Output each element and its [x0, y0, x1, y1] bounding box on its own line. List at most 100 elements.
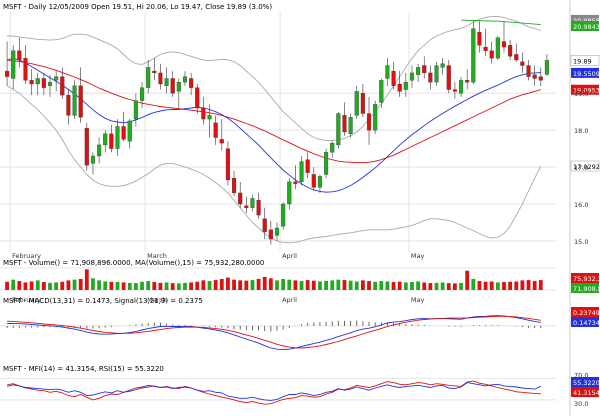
- mfi-rsi-series-line-0: [7, 380, 541, 405]
- volume-bar-25: [158, 282, 163, 290]
- price-tick-label-2: 17.0: [574, 164, 588, 172]
- candle-body-36: [225, 148, 230, 181]
- candle-body-56: [348, 117, 353, 134]
- price-badge-1-label: 20.9843: [573, 23, 600, 31]
- volume-bar-14: [91, 278, 95, 290]
- short-moving-average-line: [6, 57, 541, 193]
- mfi-rsi-lines: [6, 380, 541, 405]
- month-label-3: May: [411, 252, 425, 260]
- candle-body-74: [458, 80, 464, 94]
- candle-body-20: [127, 120, 132, 142]
- candle-body-54: [336, 113, 341, 146]
- volume-bar-64: [397, 281, 402, 290]
- month-label-6: April: [282, 296, 297, 304]
- volume-bar-69: [428, 283, 433, 290]
- macd-panel-title: MSFT - MACD(13,31) = 0.1473, Signal(13,2…: [3, 297, 203, 305]
- volume-bar-26: [164, 282, 169, 290]
- volume-bar-74: [459, 282, 463, 290]
- top-moving-average-line: [460, 19, 541, 26]
- volume-bar-58: [360, 280, 365, 290]
- candlesticks: [5, 21, 549, 245]
- volume-bar-31: [195, 281, 200, 290]
- volume-bar-75: [465, 270, 470, 290]
- volume-bar-47: [293, 280, 298, 290]
- candle-body-75: [465, 80, 470, 83]
- volume-bar-44: [275, 280, 279, 290]
- price-tick-label-1: 16.0: [574, 201, 588, 209]
- volume-bar-82: [508, 281, 513, 290]
- mfi-rsi-tick-label-0: 70.0: [574, 371, 588, 379]
- candle-body-42: [262, 218, 267, 232]
- candle-body-24: [152, 70, 157, 74]
- volume-bar-61: [379, 281, 384, 290]
- volume-bar-50: [311, 280, 316, 290]
- volume-bar-85: [526, 280, 531, 290]
- candle-body-62: [385, 65, 390, 79]
- candle-body-82: [508, 45, 513, 57]
- candle-body-21: [133, 100, 138, 120]
- volume-bar-52: [324, 280, 328, 290]
- macd-lines: [7, 315, 541, 351]
- candle-body-53: [330, 142, 335, 153]
- candle-body-32: [201, 107, 206, 120]
- volume-bar-28: [176, 283, 181, 290]
- candle-body-83: [514, 54, 519, 61]
- volume-panel: 75,932,280 71,908,896 MSFT - Volume() = 7…: [0, 259, 600, 293]
- candle-body-27: [170, 78, 175, 94]
- candle-body-55: [342, 115, 347, 133]
- mfi-rsi-badge-1-box: [571, 387, 599, 397]
- price-badge-2-box: [570, 55, 600, 66]
- volume-bar-65: [403, 282, 408, 290]
- volume-bar-19: [121, 282, 126, 290]
- candle-body-65: [403, 82, 408, 90]
- mfi-rsi-badge-0-label: 55.3220: [573, 379, 600, 387]
- mfi-rsi-value-badges: 55.3220 41.3154: [571, 377, 600, 397]
- volume-bar-71: [440, 282, 445, 290]
- volume-bar-3: [23, 282, 28, 290]
- candle-body-50: [311, 174, 316, 188]
- volume-bar-41: [256, 279, 261, 290]
- candle-body-31: [195, 87, 200, 109]
- candle-body-12: [78, 85, 83, 118]
- volume-bar-5: [35, 280, 40, 290]
- price-badge-1-box: [571, 21, 599, 32]
- volume-value-badges: 75,932,280 71,908,896: [571, 273, 600, 293]
- candle-body-29: [182, 76, 188, 83]
- macd-badge-0-box: [571, 307, 599, 317]
- macd-badge-1-box: [571, 317, 599, 327]
- volume-bar-9: [60, 281, 65, 290]
- volume-bar-6: [41, 282, 46, 290]
- volume-bar-35: [219, 279, 224, 290]
- mfi-rsi-series-line-1: [6, 382, 541, 401]
- month-label-7: May: [411, 296, 425, 304]
- bollinger-upper-line: [7, 15, 541, 141]
- volume-bar-39: [244, 280, 249, 290]
- month-label-5: March: [147, 296, 167, 304]
- month-label-2: April: [282, 252, 297, 260]
- month-label-1: March: [147, 252, 167, 260]
- candle-body-30: [189, 78, 194, 88]
- volume-bar-15: [97, 280, 101, 290]
- candle-body-14: [90, 155, 96, 164]
- candle-body-72: [446, 65, 451, 90]
- volume-bar-38: [238, 280, 243, 290]
- volume-bar-49: [305, 280, 310, 290]
- candle-body-4: [29, 80, 34, 85]
- macd-series-line-1: [7, 315, 541, 349]
- candle-body-46: [287, 181, 292, 205]
- candle-body-80: [495, 37, 500, 59]
- volume-bar-79: [489, 281, 494, 290]
- price-badge-3-box: [571, 67, 599, 78]
- candle-body-68: [422, 65, 427, 74]
- macd-value-badges: 0.237498 0.147344: [571, 307, 600, 327]
- volume-bar-81: [502, 282, 506, 290]
- candle-body-76: [471, 28, 476, 83]
- volume-bar-77: [477, 281, 482, 290]
- volume-bar-37: [232, 279, 236, 290]
- candle-body-0: [5, 70, 10, 77]
- volume-bar-11: [72, 279, 77, 290]
- macd-series-line-0: [7, 315, 541, 351]
